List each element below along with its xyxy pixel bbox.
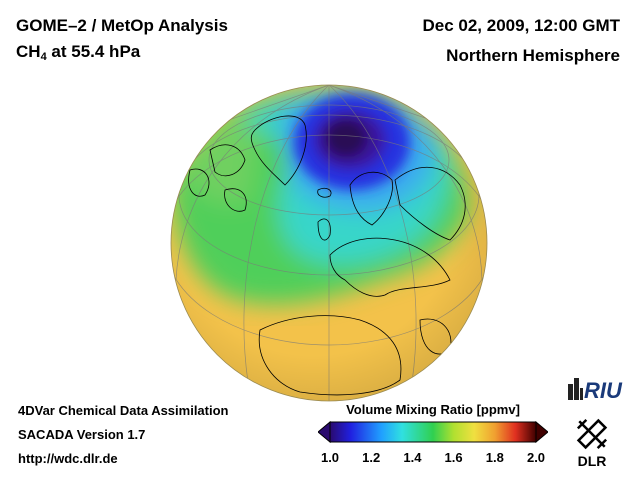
title-product: GOME–2 / MetOp Analysis: [16, 16, 228, 35]
colorbar-max-arrow: [535, 421, 548, 443]
dlr-emblem-icon: [576, 418, 608, 450]
colorbar-tick-label: 2.0: [526, 450, 546, 465]
colorbar-tick-label: 1.6: [444, 450, 463, 465]
species-subscript: 4: [40, 51, 47, 63]
riu-logo-text: RIU: [584, 378, 623, 403]
analysis-date: Dec 02, 2009, 12:00 GMT: [422, 16, 620, 35]
dlr-logo: DLR: [576, 418, 608, 469]
colorbar: [318, 421, 548, 443]
riu-logo: RIU: [568, 378, 623, 403]
colorbar-title: Volume Mixing Ratio [ppmv]: [346, 402, 520, 417]
hemisphere-label: Northern Hemisphere: [446, 46, 620, 65]
pressure-level: at 55.4 hPa: [46, 42, 141, 61]
dlr-logo-text: DLR: [578, 453, 607, 469]
colorbar-tick-label: 1.4: [403, 450, 422, 465]
colorbar-gradient: [329, 421, 537, 443]
species-name: CH: [16, 42, 41, 61]
footer-url[interactable]: http://wdc.dlr.de: [18, 451, 118, 466]
colorbar-tick-label: 1.2: [362, 450, 381, 465]
colorbar-min-arrow: [318, 421, 331, 443]
footer-method: 4DVar Chemical Data Assimilation: [18, 403, 229, 418]
footer-version: SACADA Version 1.7: [18, 427, 146, 442]
colorbar-tick-label: 1.0: [320, 450, 340, 465]
title-species-level: CH4 at 55.4 hPa: [16, 42, 140, 63]
colorbar-tick-label: 1.8: [485, 450, 504, 465]
